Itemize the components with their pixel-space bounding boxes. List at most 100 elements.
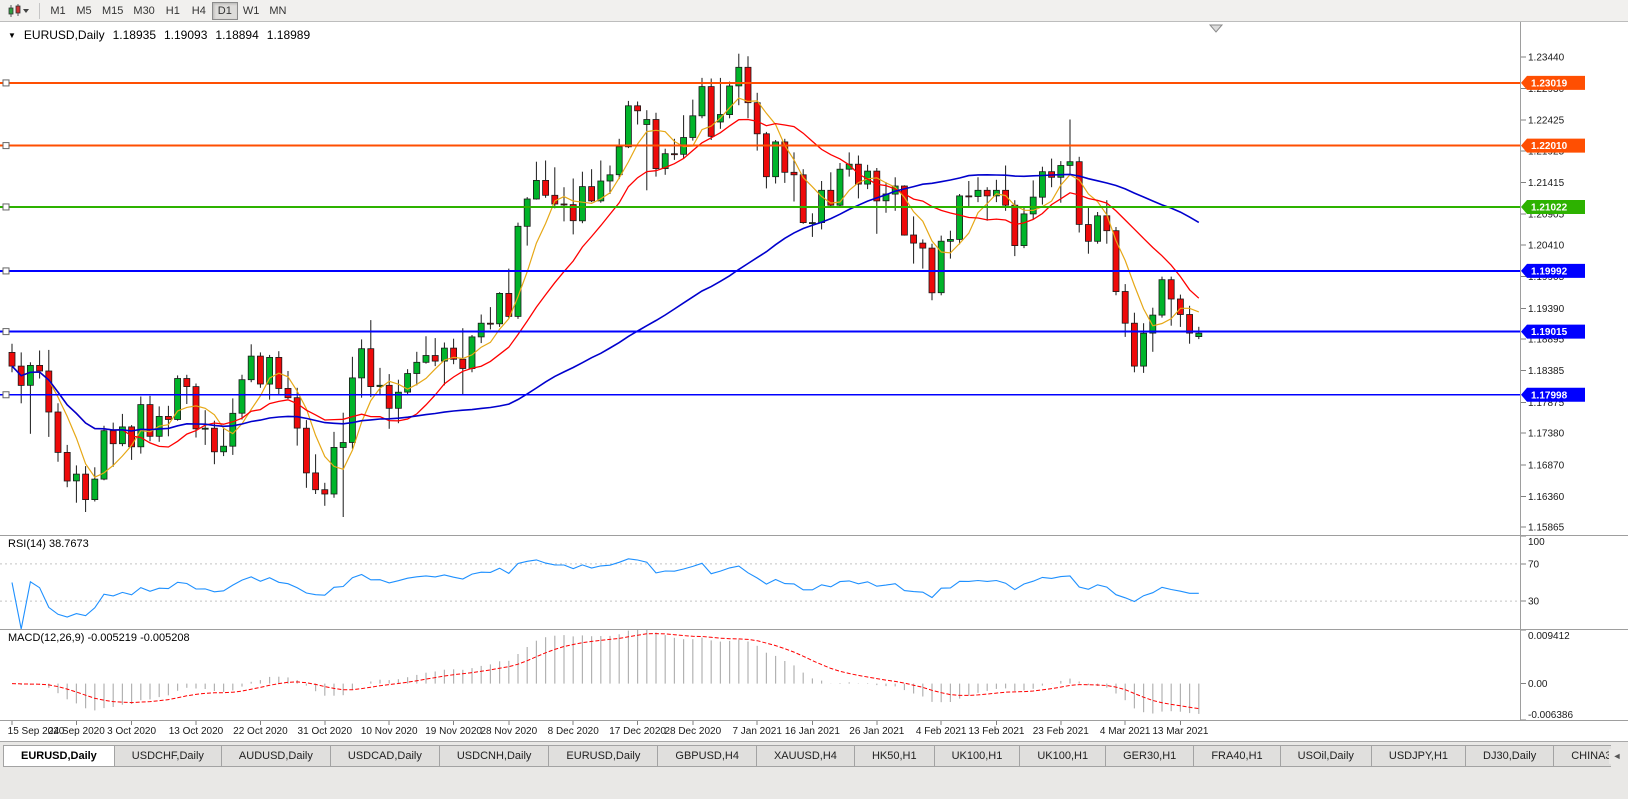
candle-bull	[26, 364, 34, 386]
candle-bear	[1075, 161, 1083, 225]
price-axis-label: 1.20905	[1528, 210, 1565, 221]
candle-bull	[974, 189, 982, 197]
candle-bull	[698, 86, 706, 117]
line-anchor-handle[interactable]	[2, 142, 10, 150]
candle-bull	[100, 430, 108, 480]
chart-tab-usoil-daily[interactable]: USOil,Daily	[1280, 745, 1372, 767]
price-line-label: 1.19992	[1531, 266, 1568, 277]
timeframe-button-w1[interactable]: W1	[242, 4, 260, 17]
date-axis-label: 17 Dec 2020	[609, 726, 666, 737]
tab-strip: EURUSD,Daily USDCHF,Daily AUDUSD,Daily USDC…	[3, 745, 1611, 768]
candle-bear	[146, 404, 154, 437]
line-anchor-handle[interactable]	[2, 203, 10, 211]
date-axis-label: 19 Nov 2020	[425, 726, 482, 737]
chart-tab-uk100-h1[interactable]: UK100,H1	[934, 745, 1021, 767]
candle-bull	[579, 186, 586, 222]
price-axis-label: 1.17875	[1528, 398, 1565, 409]
chart-menu-button[interactable]	[4, 2, 34, 20]
timeframe-button-m30[interactable]: M30	[133, 4, 155, 17]
chart-tab-dj30-daily[interactable]: DJ30,Daily	[1466, 745, 1555, 767]
candle-bear	[799, 174, 807, 224]
candle-bull	[394, 391, 402, 409]
chart-tab-xauusd-h4[interactable]: XAUUSD,H4	[756, 745, 855, 767]
chart-tab-uk100-h1[interactable]: UK100,H1	[1020, 745, 1107, 767]
chart-tab-eurusd-daily[interactable]: EURUSD,Daily	[549, 745, 659, 767]
date-axis-label: 13 Feb 2021	[968, 726, 1025, 737]
candle-bull	[266, 356, 274, 385]
chart-tab-hk50-h1[interactable]: HK50,H1	[854, 745, 935, 767]
date-axis-label: 15 Sep 2020	[8, 726, 65, 737]
candle-bull	[422, 355, 430, 363]
candle-bear	[1131, 322, 1138, 367]
date-axis-label: 22 Oct 2020	[233, 726, 288, 737]
chart-tab-usdjpy-h1[interactable]: USDJPY,H1	[1371, 745, 1467, 767]
chart-tab-audusd-daily[interactable]: AUDUSD,Daily	[221, 745, 331, 767]
line-anchor-handle[interactable]	[2, 267, 10, 275]
candle-bear	[321, 489, 329, 495]
candle-bear	[8, 351, 16, 367]
candle-bear	[707, 86, 715, 137]
timeframe-button-d1[interactable]: D1	[211, 1, 238, 20]
candle-bull	[661, 153, 669, 169]
date-axis-label: 13 Oct 2020	[169, 726, 224, 737]
date-axis-label: 13 Mar 2021	[1152, 726, 1209, 737]
tab-scroll-left-button[interactable]: ◄	[1609, 749, 1625, 764]
candle-bull	[772, 141, 779, 178]
date-axis-label: 28 Nov 2020	[480, 726, 537, 737]
candle-bear	[1186, 314, 1193, 334]
candle-bear	[634, 105, 641, 112]
candle-bull	[1020, 213, 1028, 246]
date-axis-label: 4 Feb 2021	[916, 726, 967, 737]
chart-tab-usdcad-daily[interactable]: USDCAD,Daily	[330, 745, 440, 767]
chart-tab-usdcnh-daily[interactable]: USDCNH,Daily	[439, 745, 550, 767]
timeframe-button-h4[interactable]: H4	[191, 4, 206, 17]
price-line-label: 1.23019	[1531, 78, 1568, 89]
timeframe-button-m1[interactable]: M1	[50, 4, 66, 17]
candle-bear	[256, 355, 264, 385]
candle-bull	[358, 348, 366, 379]
candle-bear	[744, 66, 752, 104]
date-axis-label: 4 Mar 2021	[1100, 726, 1151, 737]
line-anchor-handle[interactable]	[2, 391, 10, 399]
macd-axis-label: -0.006386	[1528, 710, 1573, 721]
price-axis-label: 1.16870	[1528, 460, 1565, 471]
chart-area[interactable]: 1.234401.229301.224251.219251.214151.209…	[0, 22, 1628, 741]
timeframe-button-m15[interactable]: M15	[102, 4, 124, 17]
line-anchor-handle[interactable]	[2, 328, 10, 336]
candle-bull	[477, 322, 485, 338]
line-anchor-handle[interactable]	[2, 79, 10, 87]
chart-tab-eurusd-daily[interactable]: EURUSD,Daily	[3, 745, 115, 767]
candle-bear	[965, 195, 973, 198]
price-line-label: 1.22010	[1531, 141, 1568, 152]
ma-line-medium	[11, 118, 1200, 448]
candle-bear	[164, 415, 172, 420]
chart-tab-china300-h1[interactable]: CHINA300,H1	[1554, 745, 1611, 767]
candle-bear	[1177, 298, 1184, 315]
price-axis-label: 1.18895	[1528, 335, 1565, 346]
chart-tab-gbpusd-h4[interactable]: GBPUSD,H4	[658, 745, 757, 767]
chart-tab-ger30-h1[interactable]: GER30,H1	[1106, 745, 1195, 767]
candle-bear	[54, 411, 62, 453]
price-axis-label: 1.19390	[1528, 304, 1565, 315]
chart-tab-usdchf-daily[interactable]: USDCHF,Daily	[114, 745, 222, 767]
candle-bear	[753, 102, 761, 135]
candle-bull	[523, 198, 531, 227]
candle-bear	[367, 348, 375, 388]
candle-bull	[137, 404, 145, 448]
candle-bull	[1158, 279, 1166, 316]
chart-shift-marker[interactable]	[1208, 24, 1224, 33]
candle-bull	[625, 105, 632, 148]
timeframe-button-mn[interactable]: MN	[269, 4, 287, 17]
candle-bear	[790, 171, 798, 176]
candle-bear	[873, 170, 881, 202]
candle-bull	[229, 412, 237, 447]
symbol-menu-triangle-icon[interactable]: ▼	[8, 30, 16, 40]
date-axis-label: 3 Oct 2020	[107, 726, 156, 737]
candle-bull	[220, 445, 228, 453]
candle-bear	[910, 234, 917, 244]
timeframe-button-h1[interactable]: H1	[165, 4, 180, 17]
chart-tab-fra40-h1[interactable]: FRA40,H1	[1194, 745, 1281, 767]
timeframe-button-m5[interactable]: M5	[76, 4, 92, 17]
macd-axis-label: 0.009412	[1528, 631, 1570, 642]
